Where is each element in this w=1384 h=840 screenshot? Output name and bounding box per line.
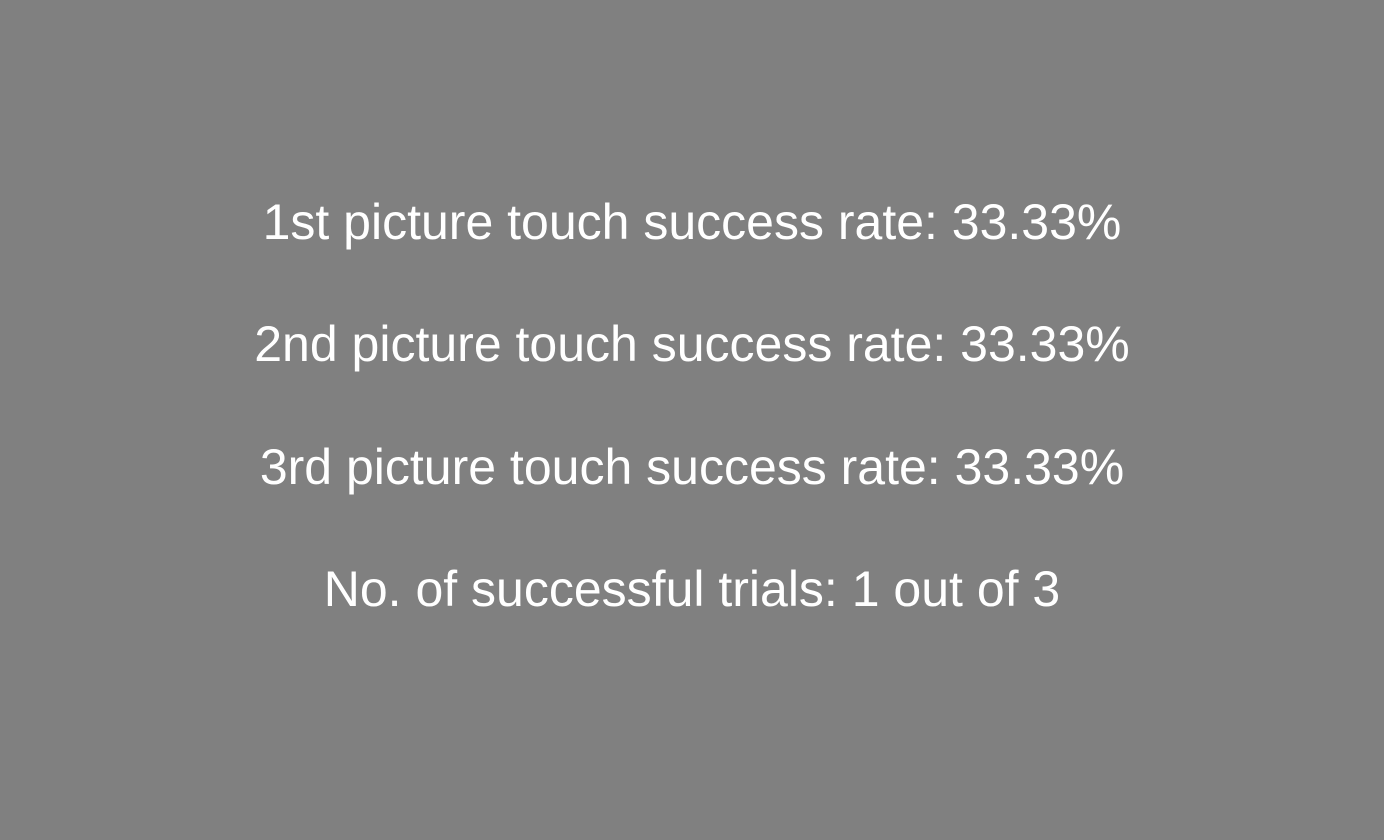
successful-trials-count: No. of successful trials: 1 out of 3 <box>323 561 1061 617</box>
first-picture-success-rate: 1st picture touch success rate: 33.33% <box>262 194 1122 250</box>
third-picture-success-rate: 3rd picture touch success rate: 33.33% <box>259 439 1125 495</box>
second-picture-success-rate: 2nd picture touch success rate: 33.33% <box>254 316 1130 372</box>
